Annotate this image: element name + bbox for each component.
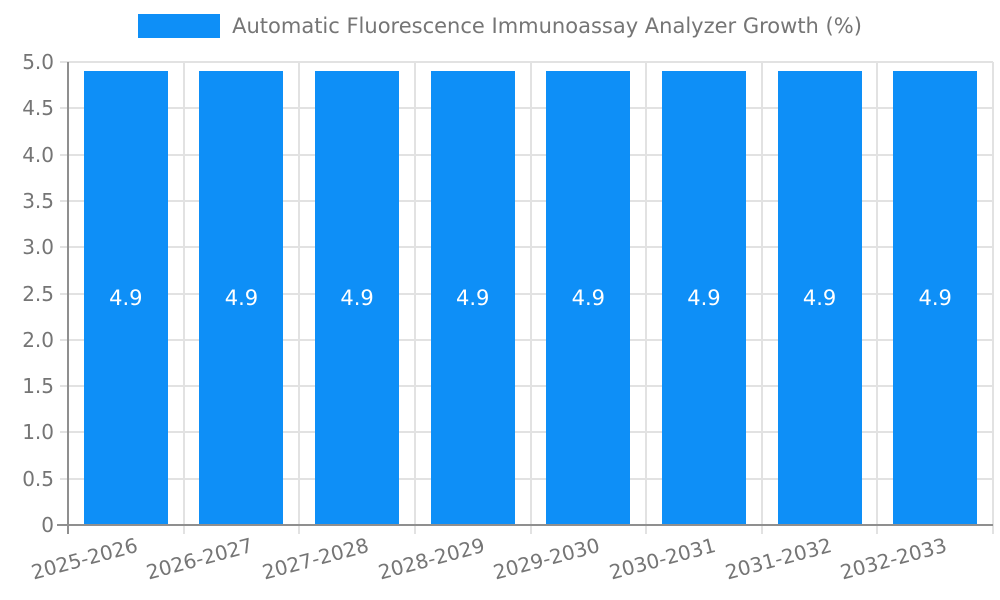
v-gridline <box>876 62 879 534</box>
legend-swatch-icon <box>138 14 221 38</box>
bar-value-label: 4.9 <box>918 286 952 311</box>
bar: 4.9 <box>199 71 284 525</box>
h-gridline <box>60 61 993 63</box>
bar: 4.9 <box>893 71 978 525</box>
y-axis-line <box>67 62 69 534</box>
x-axis-tick-label: 2025-2026 <box>28 533 141 585</box>
x-axis-tick-label: 2026-2027 <box>144 533 256 585</box>
legend-label: Automatic Fluorescence Immunoassay Analy… <box>232 14 862 38</box>
x-axis-tick-label: 2032-2033 <box>837 533 950 585</box>
y-axis-tick-label: 4.5 <box>22 96 54 121</box>
h-gridline <box>60 107 993 110</box>
y-axis-tick-label: 5.0 <box>22 50 54 74</box>
bar: 4.9 <box>83 71 168 525</box>
v-gridline <box>413 62 416 534</box>
bar: 4.9 <box>546 71 631 525</box>
y-axis-tick-label: 0.5 <box>22 466 54 491</box>
y-axis-tick-label: 2.5 <box>22 281 54 306</box>
h-gridline <box>60 153 993 156</box>
bar: 4.9 <box>661 71 746 525</box>
bar: 4.9 <box>777 71 862 525</box>
h-gridline <box>60 292 993 295</box>
x-axis-tick-label: 2028-2029 <box>375 533 487 585</box>
bar-value-label: 4.9 <box>340 286 374 311</box>
v-gridline <box>298 62 301 534</box>
bar: 4.9 <box>430 71 515 525</box>
bar-value-label: 4.9 <box>571 286 606 311</box>
v-gridline <box>760 62 763 534</box>
y-axis-tick-label: 1.0 <box>22 420 54 445</box>
x-axis-tick-label: 2029-2030 <box>491 533 603 585</box>
x-axis-tick-label: 2031-2032 <box>722 533 834 585</box>
y-axis-tick-label: 4.0 <box>22 142 54 167</box>
bar-value-label: 4.9 <box>455 286 490 311</box>
h-gridline <box>60 385 993 388</box>
bar-value-label: 4.9 <box>687 286 721 311</box>
x-axis-tick-label: 2027-2028 <box>259 533 372 585</box>
x-axis-line <box>57 524 993 526</box>
legend[interactable]: Automatic Fluorescence Immunoassay Analy… <box>0 14 1000 38</box>
bar-value-label: 4.9 <box>802 286 837 311</box>
v-gridline <box>992 62 994 534</box>
v-gridline <box>645 62 648 534</box>
v-gridline <box>529 62 532 534</box>
h-gridline <box>60 431 993 434</box>
x-axis-tick-label: 2030-2031 <box>606 533 719 585</box>
h-gridline <box>60 199 993 202</box>
bar-value-label: 4.9 <box>109 286 143 311</box>
y-axis-tick-label: 2.0 <box>22 327 54 352</box>
h-gridline <box>60 338 993 341</box>
h-gridline <box>60 477 993 480</box>
y-axis-tick-label: 0 <box>41 513 54 537</box>
y-axis-tick-label: 3.0 <box>22 235 54 260</box>
v-gridline <box>182 62 185 534</box>
y-axis-tick-label: 3.5 <box>22 188 54 213</box>
bar-value-label: 4.9 <box>224 286 259 311</box>
h-gridline <box>60 246 993 249</box>
y-axis-tick-label: 1.5 <box>22 374 54 399</box>
bar: 4.9 <box>315 71 400 525</box>
